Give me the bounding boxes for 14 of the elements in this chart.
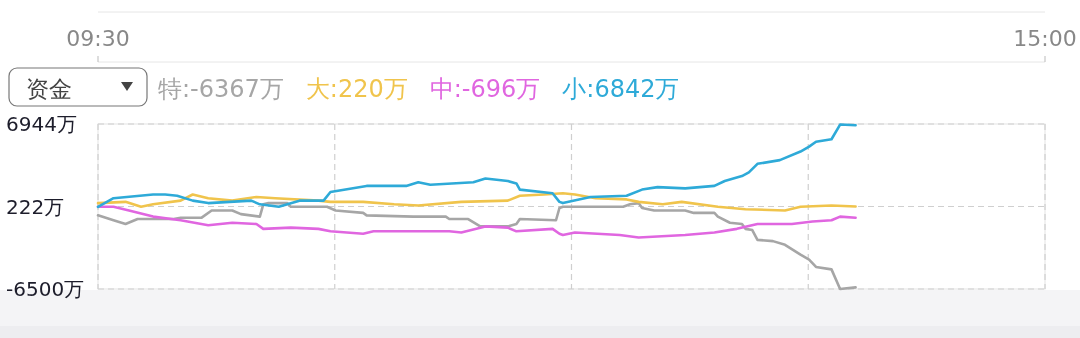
text: 大:220万 bbox=[305, 75, 408, 103]
line-series bbox=[96, 123, 857, 209]
line-series bbox=[96, 191, 857, 212]
x-tick-label: 09:30 bbox=[66, 26, 130, 51]
line-series bbox=[96, 205, 857, 239]
y-tick-label: 6944万 bbox=[6, 112, 77, 136]
line-series bbox=[96, 201, 857, 291]
text: 特:-6367万 bbox=[158, 75, 284, 103]
x-tick-label: 15:00 bbox=[1013, 26, 1077, 51]
y-tick-label: -6500万 bbox=[6, 277, 85, 301]
y-tick-label: 222万 bbox=[6, 194, 65, 219]
text: 小:6842万 bbox=[562, 75, 680, 103]
text: 中:-696万 bbox=[429, 75, 541, 103]
text: 资金 bbox=[26, 76, 72, 102]
